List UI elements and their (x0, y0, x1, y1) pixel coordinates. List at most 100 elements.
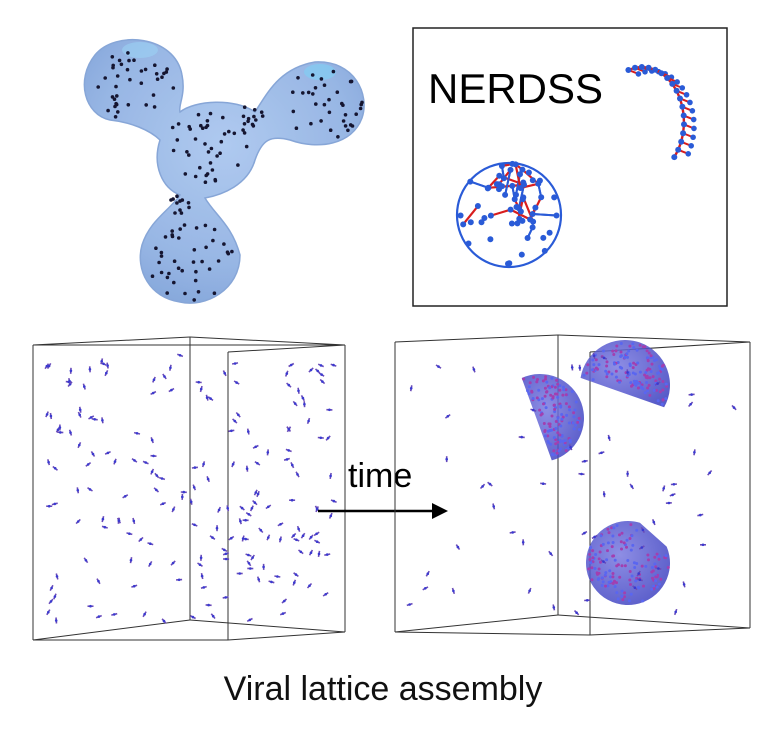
capsid-subunit (640, 564, 644, 568)
surface-site-dot (111, 65, 115, 70)
capsid-subunit (560, 417, 564, 421)
capsid-subunit (606, 549, 609, 553)
capsid-subunit (537, 388, 541, 392)
surface-site-dot (309, 121, 313, 126)
surface-site-dot (322, 102, 327, 107)
surface-site-dot (198, 165, 202, 170)
surface-site-dot (252, 114, 256, 119)
monomer-site (667, 501, 671, 505)
monomer-site (307, 419, 310, 423)
monomer-site (172, 508, 175, 511)
surface-site-dot (221, 115, 225, 120)
monomer-site (303, 402, 306, 406)
monomer-site (693, 451, 696, 454)
lattice-bond (510, 208, 531, 221)
capsid-subunit (554, 420, 558, 423)
monomer-site (292, 534, 295, 537)
surface-site-dot (343, 113, 348, 117)
capsid-subunit (545, 380, 549, 384)
monomer-site (59, 431, 62, 434)
monomer-site (224, 557, 228, 561)
capsid-subunit (632, 361, 636, 365)
monomer-site (541, 482, 545, 486)
monomer-site (240, 506, 244, 510)
monomer-site (129, 558, 133, 562)
monomer-site (472, 368, 476, 371)
capsid-subunit (632, 379, 636, 383)
capsid-subunit (650, 570, 654, 574)
monomer-site (163, 375, 166, 378)
monomer-site (593, 535, 596, 539)
capsid-subunit (611, 349, 615, 353)
capsid-subunit (543, 434, 547, 438)
surface-site-dot (187, 153, 191, 157)
capsid-subunit (547, 422, 551, 426)
surface-site-dot (192, 248, 197, 252)
capsid-subunit (607, 531, 611, 535)
surface-site-dot (172, 280, 176, 285)
surface-site-dot (154, 72, 159, 76)
capsid-subunit (605, 372, 609, 376)
capsid-subunit (549, 442, 553, 446)
monomer-site (600, 451, 603, 455)
lattice-node (529, 211, 536, 217)
capsid-subunit (660, 402, 664, 406)
lattice-node (553, 212, 560, 219)
fragment-node (632, 64, 638, 71)
capsid-subunit (597, 363, 601, 367)
monomer-site (58, 426, 62, 429)
lattice-bond (532, 213, 557, 217)
monomer-site (583, 531, 586, 535)
monomer-site (182, 490, 186, 494)
capsid-subunit (615, 581, 618, 585)
monomer-site (289, 363, 293, 367)
monomer-site (224, 596, 227, 599)
monomer-site (267, 505, 270, 509)
surface-site-dot (175, 138, 180, 142)
capsid-subunit (636, 361, 640, 365)
capsid-subunit (623, 564, 627, 568)
surface-site-dot (165, 275, 170, 280)
monomer-site (319, 364, 323, 367)
capsid-subunit (577, 416, 581, 420)
surface-site-dot (241, 114, 246, 119)
capsid-subunit (526, 389, 530, 393)
capsid-subunit (543, 394, 547, 398)
lattice-node (502, 191, 509, 198)
capsid-subunit (556, 395, 560, 399)
surface-site-dot (106, 108, 110, 113)
monomer-site (321, 380, 324, 383)
capsid-subunit (558, 388, 562, 392)
capsid-subunit (628, 362, 632, 366)
capsid-subunit (653, 555, 657, 559)
surface-site-dot (96, 85, 100, 89)
lattice-bond (462, 205, 479, 226)
lattice-node (519, 217, 526, 224)
capsid-subunit (646, 356, 649, 360)
capsid-subunit (548, 386, 552, 390)
surface-site-dot (196, 290, 201, 294)
capsid-subunit (656, 399, 660, 403)
surface-site-dot (236, 163, 240, 167)
monomer-site (50, 586, 53, 590)
capsid-subunit (644, 564, 648, 568)
capsid-subunit (555, 378, 559, 382)
monomer-site (217, 508, 221, 512)
surface-site-dot (143, 67, 148, 72)
monomer-site (106, 364, 109, 367)
surface-site-dot (252, 108, 257, 112)
monomer-site (112, 613, 116, 616)
capsid-subunit (612, 526, 616, 530)
surface-site-dot (314, 102, 318, 106)
monomer-site (283, 599, 286, 603)
surface-site-dot (218, 151, 222, 155)
capsid-subunit (619, 350, 623, 354)
surface-site-dot (185, 150, 189, 154)
monomer-site (638, 578, 642, 581)
capsid-subunit (588, 558, 592, 561)
lattice-bond (504, 169, 512, 196)
monomer-site (230, 429, 233, 433)
surface-site-dot (222, 132, 227, 136)
capsid-subunit (564, 449, 568, 453)
capsid-subunit (636, 386, 640, 390)
